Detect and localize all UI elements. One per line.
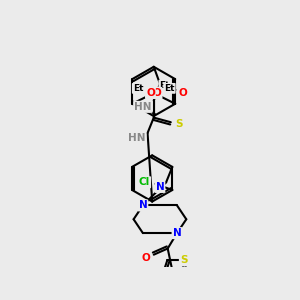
Text: O: O (153, 88, 161, 98)
Text: HN: HN (128, 133, 146, 142)
Text: O: O (146, 88, 155, 98)
Text: Et: Et (133, 84, 143, 93)
Text: Et: Et (159, 81, 170, 90)
Text: HN: HN (134, 102, 152, 112)
Text: O: O (149, 88, 158, 98)
Text: Et: Et (164, 84, 175, 93)
Text: N: N (156, 182, 164, 192)
Text: O: O (179, 88, 188, 98)
Text: N: N (172, 228, 182, 238)
Text: Cl: Cl (139, 177, 150, 187)
Text: S: S (180, 255, 188, 266)
Text: O: O (142, 253, 150, 263)
Text: S: S (175, 119, 182, 129)
Text: N: N (139, 200, 147, 210)
